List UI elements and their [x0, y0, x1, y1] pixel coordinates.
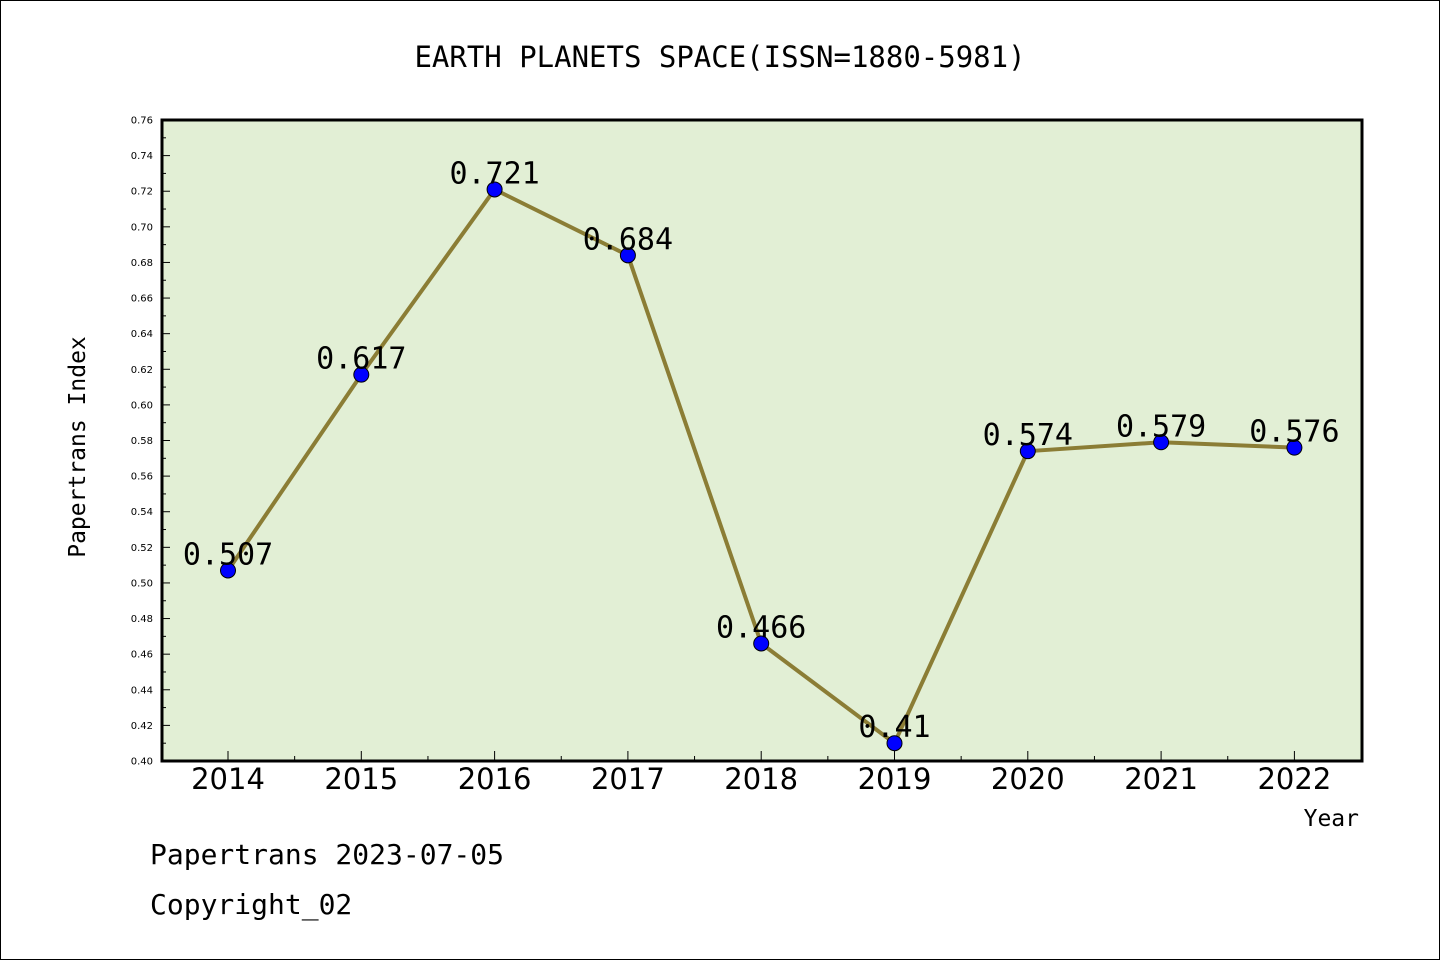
data-point: [353, 366, 370, 383]
y-tick-label: 0.68: [131, 258, 153, 269]
data-label: 0.617: [316, 342, 406, 377]
y-tick-label: 0.50: [131, 578, 153, 589]
x-tick-label: 2017: [591, 762, 665, 796]
y-tick-label: 0.56: [131, 472, 153, 483]
x-tick-label: 2016: [458, 762, 532, 796]
y-tick-label: 0.76: [131, 116, 153, 127]
data-label: 0.721: [449, 156, 539, 191]
data-point: [1153, 434, 1170, 451]
data-point: [886, 735, 903, 752]
y-tick-label: 0.54: [131, 507, 153, 518]
data-label: 0.41: [858, 710, 930, 745]
data-series: [220, 181, 1303, 752]
y-axis: 0.40 0.42 0.44 0.46 0.48 0.50 0.52 0.54 0.56 0.58…: [131, 116, 170, 768]
y-tick-label: 0.40: [131, 757, 153, 768]
data-point: [486, 181, 503, 198]
y-axis-label: Papertrans Index: [65, 336, 91, 558]
y-tick-label: 0.64: [131, 329, 153, 340]
x-tick-label: 2018: [724, 762, 798, 796]
y-tick-label: 0.44: [131, 685, 153, 696]
chart-title: EARTH PLANETS SPACE(ISSN=1880-5981): [414, 40, 1025, 74]
data-point: [619, 247, 636, 264]
data-point: [1286, 439, 1303, 456]
data-point: [1019, 443, 1036, 460]
x-tick-label: 2019: [858, 762, 932, 796]
data-label: 0.507: [183, 537, 273, 572]
x-axis-label: Year: [1304, 806, 1359, 832]
footer-date: Papertrans 2023-07-05: [150, 838, 504, 871]
y-tick-label: 0.48: [131, 614, 153, 625]
y-tick-label: 0.74: [131, 151, 153, 162]
y-tick-label: 0.60: [131, 400, 153, 411]
data-label: 0.579: [1116, 409, 1206, 444]
y-tick-label: 0.42: [131, 721, 153, 732]
data-label: 0.574: [983, 418, 1073, 453]
y-tick-label: 0.72: [131, 187, 153, 198]
footer-copyright: Copyright_02: [150, 888, 352, 922]
data-label: 0.684: [583, 222, 673, 257]
x-tick-label: 2021: [1124, 762, 1198, 796]
x-axis: 2014 2015 2016 2017 2018 2019 2020 2021 2022: [191, 751, 1331, 796]
y-tick-label: 0.70: [131, 222, 153, 233]
y-tick-label: 0.46: [131, 650, 153, 661]
y-tick-label: 0.66: [131, 294, 153, 305]
x-tick-label: 2014: [191, 762, 265, 796]
x-tick-label: 2015: [324, 762, 398, 796]
x-tick-label: 2020: [991, 762, 1065, 796]
data-point: [220, 562, 236, 579]
x-tick-label: 2022: [1257, 762, 1331, 796]
data-labels: 0.507 0.617 0.721 0.684 0.466 0.41 0.574 0.579 0…: [183, 156, 1340, 745]
data-label: 0.466: [716, 610, 806, 645]
y-tick-label: 0.62: [131, 365, 153, 376]
y-tick-label: 0.58: [131, 436, 153, 447]
data-point: [753, 635, 770, 652]
data-label: 0.576: [1249, 415, 1339, 450]
y-tick-label: 0.52: [131, 543, 153, 554]
